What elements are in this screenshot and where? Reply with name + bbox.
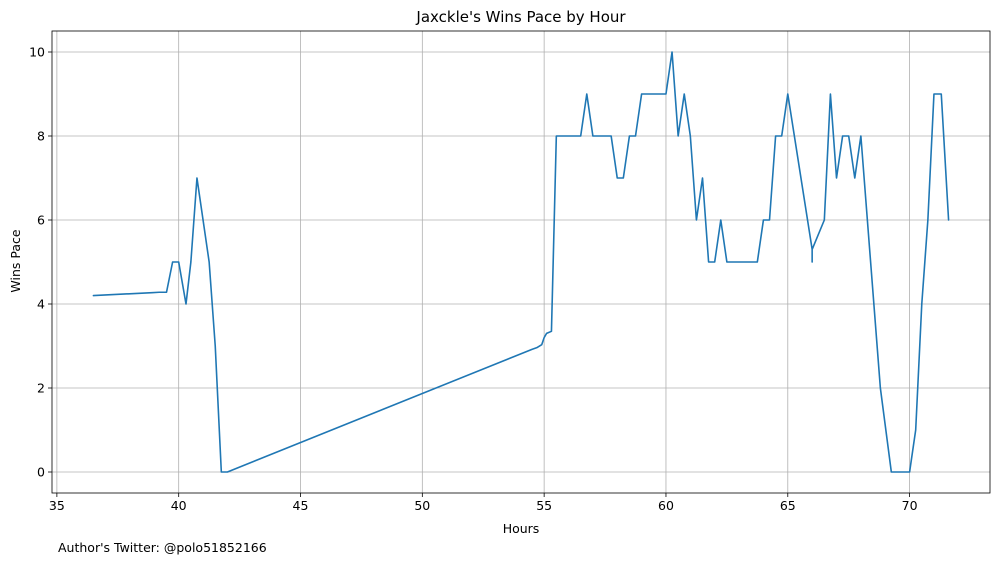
- y-tick-label: 6: [37, 213, 45, 228]
- y-tick-label: 4: [37, 297, 45, 312]
- y-axis-ticks: 0 2 4 6 8 10: [29, 45, 52, 480]
- series-layer: [92, 51, 950, 473]
- plot-frame: [51, 30, 991, 494]
- y-tick-label: 0: [37, 465, 45, 480]
- x-axis-label: Hours: [503, 521, 540, 536]
- x-axis-ticks: 35 40 45 50 55 60 65 70: [49, 493, 918, 513]
- x-tick-label: 50: [414, 498, 430, 513]
- y-tick-label: 10: [29, 45, 45, 60]
- y-tick-label: 8: [37, 129, 45, 144]
- y-axis-label: Wins Pace: [8, 229, 23, 292]
- x-tick-label: 70: [902, 498, 918, 513]
- author-twitter-note: Author's Twitter: @polo51852166: [58, 540, 267, 555]
- x-tick-label: 45: [293, 498, 309, 513]
- chart-title: Jaxckle's Wins Pace by Hour: [415, 8, 626, 26]
- x-tick-label: 65: [780, 498, 796, 513]
- wins-pace-series-line: [92, 51, 950, 473]
- x-tick-label: 35: [49, 498, 65, 513]
- x-tick-label: 60: [658, 498, 674, 513]
- x-tick-label: 55: [536, 498, 552, 513]
- x-tick-label: 40: [171, 498, 187, 513]
- y-tick-label: 2: [37, 381, 45, 396]
